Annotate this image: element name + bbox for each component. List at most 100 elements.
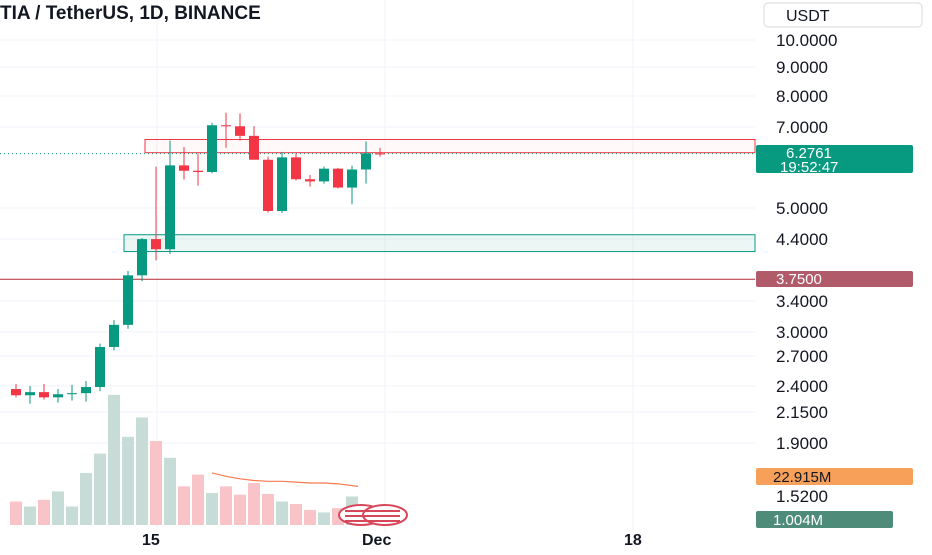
- y-axis-tick-label: 9.0000: [776, 58, 828, 77]
- candle: [137, 238, 147, 282]
- candle-body: [375, 153, 385, 155]
- volume-bar: [220, 486, 232, 525]
- candle-body: [305, 179, 315, 182]
- price-tag-value: 6.2761: [786, 145, 832, 162]
- candle-body: [249, 135, 259, 160]
- candle: [207, 122, 217, 174]
- zone-layer: [0, 138, 756, 280]
- candle-body: [67, 393, 77, 395]
- candle-body: [151, 239, 161, 250]
- volume-ma-tag: 22.915M: [756, 468, 913, 486]
- resistance-zone: [144, 138, 756, 154]
- chart-title: TIA / TetherUS, 1D, BINANCE: [0, 3, 261, 24]
- y-axis-tick-label: 8.0000: [776, 87, 828, 106]
- y-axis-tick-label: 2.7000: [776, 347, 828, 366]
- candle: [193, 153, 203, 186]
- volume-bar: [150, 441, 162, 525]
- volume-bar: [52, 491, 64, 525]
- candle: [361, 141, 371, 184]
- candle-body: [193, 170, 203, 173]
- y-axis-tick-label: 4.4000: [776, 230, 828, 249]
- candle-layer: [11, 112, 385, 404]
- price-tag: 6.2761 19:52:47: [756, 145, 913, 176]
- candle: [123, 270, 133, 329]
- y-axis-tick-label: 10.0000: [776, 31, 837, 50]
- candle: [25, 386, 35, 404]
- candle: [165, 140, 175, 254]
- candle-body: [165, 165, 175, 250]
- y-axis-tick-label: 1.9000: [776, 434, 828, 453]
- currency-button[interactable]: USDT: [763, 2, 923, 28]
- candle-body: [291, 157, 301, 180]
- y-axis-tick-label: 2.1500: [776, 403, 828, 422]
- level-price-tag: 3.7500: [756, 271, 913, 288]
- price-tag-countdown: 19:52:47: [780, 159, 838, 176]
- candle: [235, 113, 245, 141]
- candle: [53, 389, 63, 403]
- volume-bar: [262, 493, 274, 525]
- candle: [319, 166, 329, 184]
- volume-bar: [94, 453, 106, 525]
- candle-body: [333, 168, 343, 188]
- volume-bar: [276, 501, 288, 525]
- volume-ma-line: [211, 472, 359, 487]
- volume-bar: [192, 474, 204, 525]
- candle-body: [25, 392, 35, 396]
- candle-body: [123, 275, 133, 325]
- candle: [11, 383, 21, 398]
- x-axis-tick-label: 15: [142, 532, 160, 549]
- flag-icon[interactable]: [338, 504, 408, 526]
- y-axis-tick-label: 3.0000: [776, 323, 828, 342]
- candle: [95, 343, 105, 392]
- candle: [249, 126, 259, 160]
- candle: [347, 165, 357, 205]
- candle-body: [39, 392, 49, 398]
- x-axis-tick-label: 18: [624, 532, 642, 549]
- candle: [333, 167, 343, 189]
- volume-bar: [234, 494, 246, 525]
- volume-tag: 1.004M: [756, 511, 893, 529]
- candle-body: [319, 168, 329, 182]
- y-axis-tick-label: 7.0000: [776, 118, 828, 137]
- candle-body: [11, 389, 21, 396]
- level-price-tag-value: 3.7500: [776, 271, 822, 288]
- volume-bar: [290, 504, 302, 525]
- candle: [179, 146, 189, 180]
- candle-body: [179, 165, 189, 171]
- volume-bar: [80, 472, 92, 525]
- volume-bar: [304, 509, 316, 525]
- candle: [221, 112, 231, 148]
- candle: [291, 153, 301, 181]
- candle: [151, 166, 161, 261]
- volume-ma-tag-value: 22.915M: [773, 469, 831, 486]
- y-axis-tick-label: 5.0000: [776, 199, 828, 218]
- volume-bar: [122, 436, 134, 525]
- candle-body: [221, 125, 231, 127]
- x-axis-tick-label: Dec: [362, 532, 391, 549]
- candle: [81, 381, 91, 402]
- y-axis-tick-label: 1.5200: [776, 487, 828, 506]
- candle-body: [277, 157, 287, 211]
- y-axis-tick-label: 2.4000: [776, 377, 828, 396]
- candle: [305, 174, 315, 187]
- candle: [67, 384, 77, 401]
- support-zone: [123, 234, 756, 253]
- candle: [109, 320, 119, 351]
- candle-body: [263, 159, 273, 211]
- volume-bar: [318, 512, 330, 525]
- volume-bar: [10, 501, 22, 525]
- candle-body: [53, 394, 63, 398]
- candle: [39, 383, 49, 400]
- candle-body: [207, 125, 217, 173]
- axis-layer: 10.00009.00008.00007.00006.00005.00004.4…: [142, 31, 837, 549]
- candle-body: [361, 153, 371, 170]
- volume-bar: [108, 394, 120, 525]
- volume-bar: [248, 483, 260, 525]
- candle: [375, 147, 385, 157]
- candle-body: [347, 169, 357, 188]
- candle-body: [81, 387, 91, 394]
- candle-body: [95, 346, 105, 388]
- volume-bar: [164, 457, 176, 525]
